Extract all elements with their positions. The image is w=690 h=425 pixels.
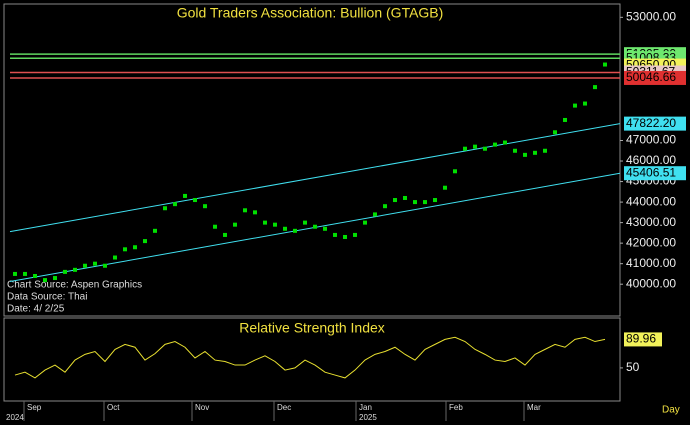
price-dot xyxy=(323,226,327,231)
price-dot xyxy=(583,101,587,106)
price-dot xyxy=(383,204,387,209)
month-label: Feb xyxy=(449,403,463,412)
level-tag xyxy=(624,70,686,85)
price-dot xyxy=(553,130,557,135)
y-tick-label: 41000.00 xyxy=(626,256,676,270)
price-dot xyxy=(223,232,227,237)
price-dot xyxy=(523,152,527,157)
level-label: 45406.51 xyxy=(626,165,676,179)
y-tick-label: 47000.00 xyxy=(626,133,676,147)
price-dot xyxy=(413,200,417,205)
price-dot xyxy=(543,148,547,153)
price-dot xyxy=(483,146,487,151)
month-label: Oct xyxy=(107,403,120,412)
price-dot xyxy=(513,148,517,153)
price-dot xyxy=(363,220,367,225)
rsi-title: Relative Strength Index xyxy=(239,320,385,336)
price-dot xyxy=(453,169,457,174)
price-dot xyxy=(183,193,187,198)
y-tick-label: 42000.00 xyxy=(626,235,676,249)
level-tag xyxy=(624,166,686,181)
price-dot xyxy=(253,210,257,215)
price-dot xyxy=(473,144,477,149)
month-label: Sep xyxy=(27,403,42,412)
price-dot xyxy=(73,267,77,272)
price-dot xyxy=(503,140,507,145)
price-dot xyxy=(133,245,137,250)
month-label: Mar xyxy=(527,403,541,412)
price-dot xyxy=(443,185,447,190)
price-dot xyxy=(463,146,467,151)
month-label: Dec xyxy=(277,403,291,412)
year-label: 2024 xyxy=(6,413,24,422)
price-dot xyxy=(93,261,97,266)
month-label: Jan xyxy=(359,403,372,412)
price-dot xyxy=(213,224,217,229)
y-tick-label: 50 xyxy=(626,360,640,374)
price-dot xyxy=(423,200,427,205)
y-tick-label: 53000.00 xyxy=(626,9,676,23)
price-dot xyxy=(563,117,567,122)
price-dot xyxy=(493,142,497,147)
note: Data Source: Thai xyxy=(7,292,87,303)
price-dot xyxy=(573,103,577,108)
last-value-label: 89.96 xyxy=(626,332,656,346)
month-label: Nov xyxy=(195,403,209,412)
price-dot xyxy=(303,220,307,225)
price-dot xyxy=(243,208,247,213)
price-dot xyxy=(173,202,177,207)
price-dot xyxy=(203,204,207,209)
price-dot xyxy=(353,232,357,237)
price-dot xyxy=(143,239,147,244)
y-tick-label: 40000.00 xyxy=(626,276,676,290)
price-panel xyxy=(3,3,621,317)
x-unit: Day xyxy=(662,405,680,416)
price-dot xyxy=(43,278,47,283)
price-dot xyxy=(343,234,347,239)
chart-title: Gold Traders Association: Bullion (GTAGB… xyxy=(177,5,444,21)
price-dot xyxy=(313,224,317,229)
price-dot xyxy=(83,263,87,268)
rsi-line xyxy=(14,336,606,379)
price-dot xyxy=(273,222,277,227)
price-dot xyxy=(53,276,57,281)
price-dot xyxy=(293,228,297,233)
price-dot xyxy=(103,263,107,268)
price-dot xyxy=(403,195,407,200)
price-dot xyxy=(63,269,67,274)
note: Chart Source: Aspen Graphics xyxy=(7,280,142,291)
price-dot xyxy=(33,273,37,278)
y-tick-label: 46000.00 xyxy=(626,153,676,167)
last-value-tag xyxy=(624,332,662,347)
year-label: 2025 xyxy=(359,413,377,422)
y-tick-label: 43000.00 xyxy=(626,215,676,229)
price-dot xyxy=(233,222,237,227)
price-dot xyxy=(283,226,287,231)
price-dot xyxy=(533,150,537,155)
price-dot xyxy=(23,271,27,276)
price-dot xyxy=(263,220,267,225)
price-dot xyxy=(163,206,167,211)
level-label: 47822.20 xyxy=(626,116,676,130)
level-tag xyxy=(624,116,686,131)
channel-line xyxy=(9,123,621,233)
price-dot xyxy=(433,198,437,203)
price-dot xyxy=(113,255,117,260)
note: Date: 4/ 2/25 xyxy=(7,304,65,315)
price-dot xyxy=(593,85,597,90)
price-dot xyxy=(393,198,397,203)
price-dot xyxy=(603,62,607,67)
price-dot xyxy=(13,271,17,276)
y-tick-label: 44000.00 xyxy=(626,194,676,208)
price-dot xyxy=(373,212,377,217)
price-dot xyxy=(333,232,337,237)
price-dot xyxy=(193,198,197,203)
level-label: 50046.66 xyxy=(626,70,676,84)
price-dot xyxy=(153,228,157,233)
price-dot xyxy=(123,247,127,252)
